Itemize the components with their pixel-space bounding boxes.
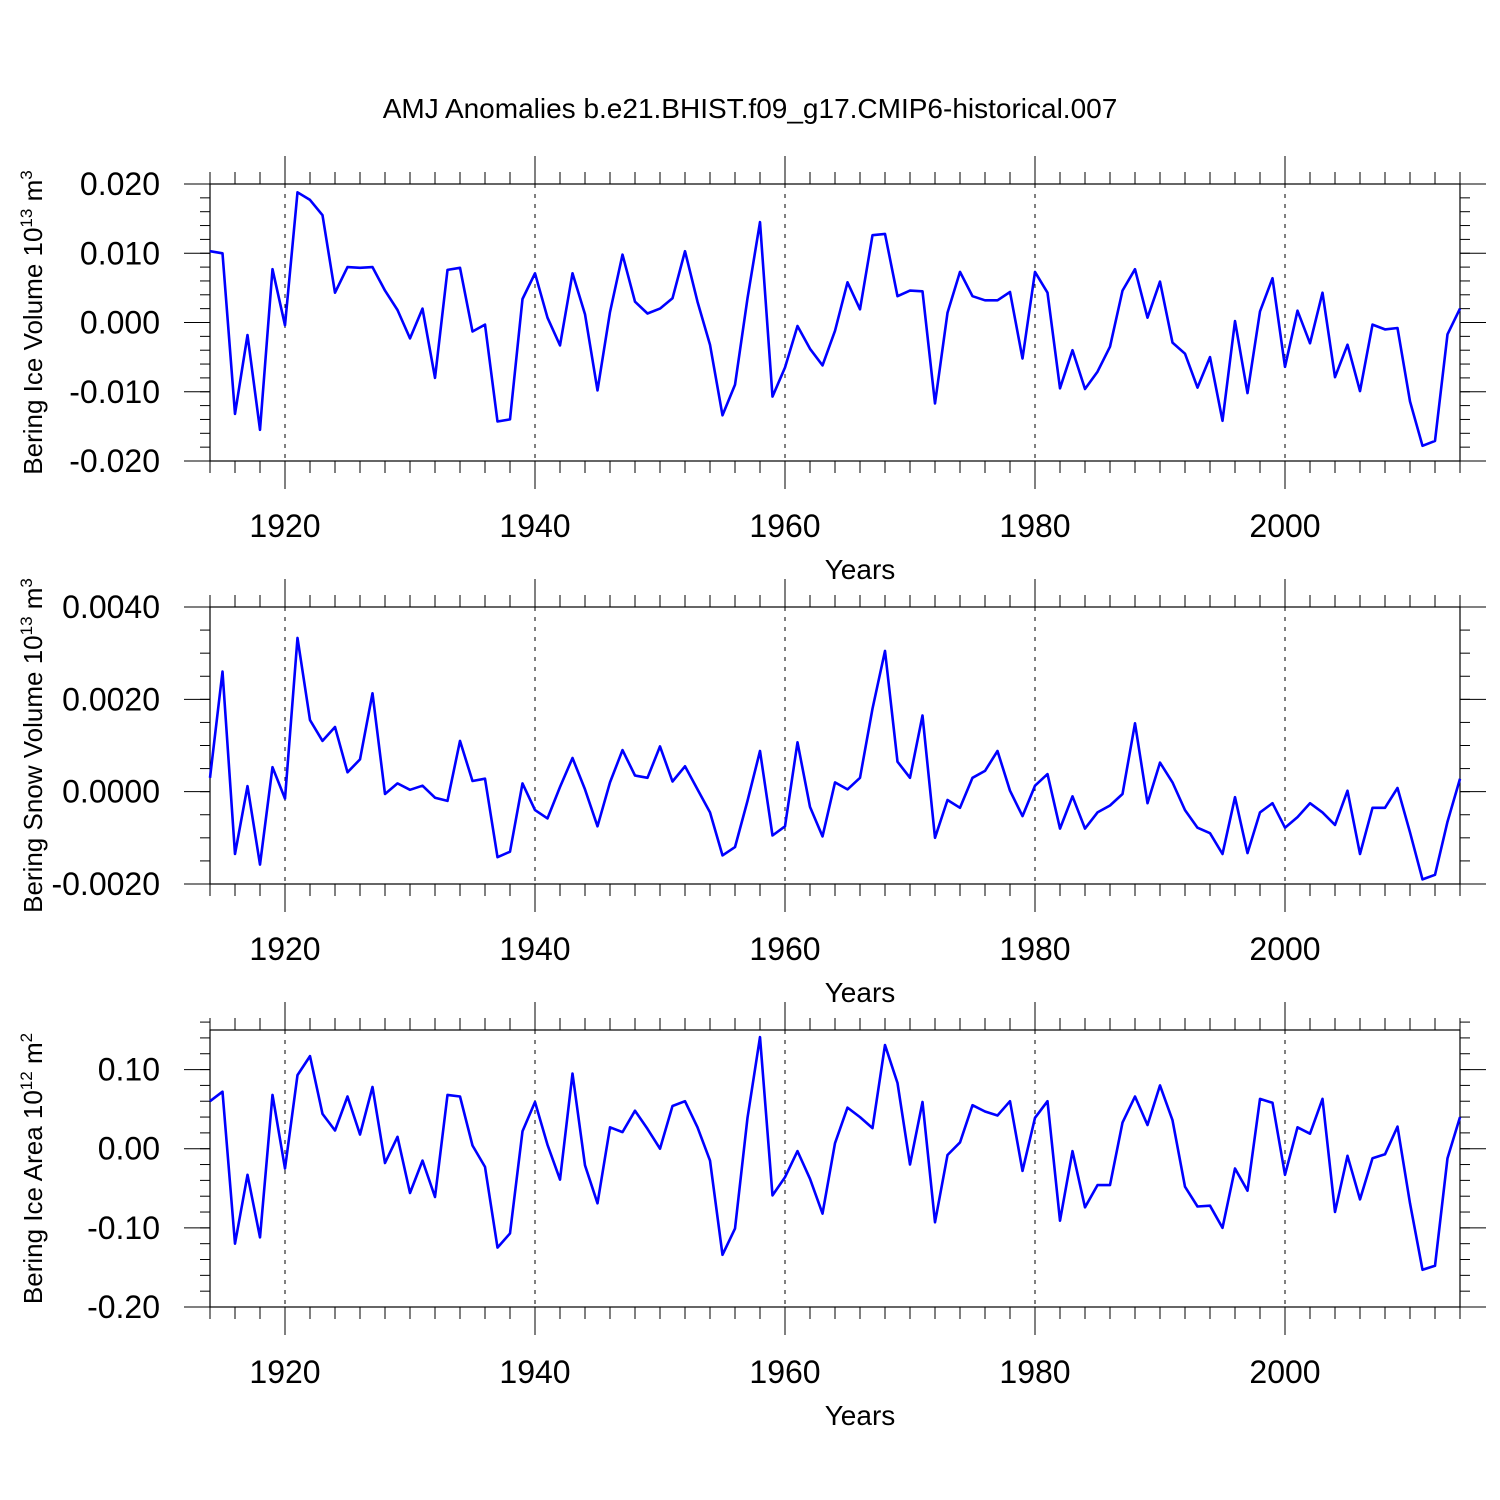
snow-volume-x-tick-label: 1980 [999,931,1070,967]
ice-area-x-tick-label: 1980 [999,1354,1070,1390]
ice-volume-y-tick-label: -0.010 [69,374,160,410]
snow-volume-x-tick-label: 1940 [499,931,570,967]
snow-volume-plot-frame [209,606,1461,885]
ice-area-x-tick-label: 2000 [1249,1354,1320,1390]
ice-area-plot-frame [209,1029,1461,1308]
ice-volume-y-tick-label: 0.020 [80,166,160,202]
ice-area-y-tick-label: -0.20 [87,1289,160,1325]
ice-volume-y-tick-label: 0.010 [80,235,160,271]
ice-volume-series-line [209,191,1462,448]
snow-volume-panel: 1920 1940 1960 1980 2000 -0.0020 0.0000 0.0020 0… [17,578,1486,1008]
ice-area-panel: 1920 1940 1960 1980 2000 -0.20 -0.10 0.00 0.10 Ye… [17,1002,1486,1431]
ice-volume-x-tick-label: 1940 [499,508,570,544]
ice-area-y-axis-label: Bering Ice Area 1012 m2 [17,1033,48,1304]
snow-volume-series-line [208,636,1462,881]
snow-volume-y-tick-label: 0.0020 [62,681,160,717]
ice-volume-y-axis-label: Bering Ice Volume 1013 m3 [17,170,48,474]
snow-volume-x-axis-label: Years [825,977,896,1008]
snow-volume-y-tick-label: -0.0020 [51,866,160,902]
ice-volume-x-tick-label: 1960 [749,508,820,544]
ice-area-x-tick-label: 1940 [499,1354,570,1390]
snow-volume-y-axis-label: Bering Snow Volume 1013 m3 [17,578,48,913]
snow-volume-x-tick-label: 1960 [749,931,820,967]
ice-volume-plot-frame [209,183,1461,462]
snow-volume-x-tick-label: 2000 [1249,931,1320,967]
snow-volume-x-tick-label: 1920 [249,931,320,967]
snow-volume-y-tick-label: 0.0040 [62,589,160,625]
ice-area-y-tick-label: 0.00 [98,1131,160,1167]
ice-area-x-tick-label: 1920 [249,1354,320,1390]
ice-area-x-axis-label: Years [825,1400,896,1431]
ice-volume-x-tick-label: 2000 [1249,508,1320,544]
ice-area-x-tick-label: 1960 [749,1354,820,1390]
ice-volume-x-tick-label: 1920 [249,508,320,544]
ice-volume-x-tick-label: 1980 [999,508,1070,544]
figure-title: AMJ Anomalies b.e21.BHIST.f09_g17.CMIP6-… [383,93,1118,124]
ice-volume-panel: 1920 1940 1960 1980 2000 -0.020 -0.010 0.000 0.0… [17,156,1486,585]
ice-volume-y-tick-label: -0.020 [69,443,160,479]
snow-volume-y-tick-label: 0.0000 [62,774,160,810]
ice-volume-y-tick-label: 0.000 [80,305,160,341]
ice-area-series-line [209,1035,1462,1272]
ice-area-y-tick-label: -0.10 [87,1210,160,1246]
ice-volume-x-axis-label: Years [825,554,896,585]
ice-area-y-tick-label: 0.10 [98,1052,160,1088]
